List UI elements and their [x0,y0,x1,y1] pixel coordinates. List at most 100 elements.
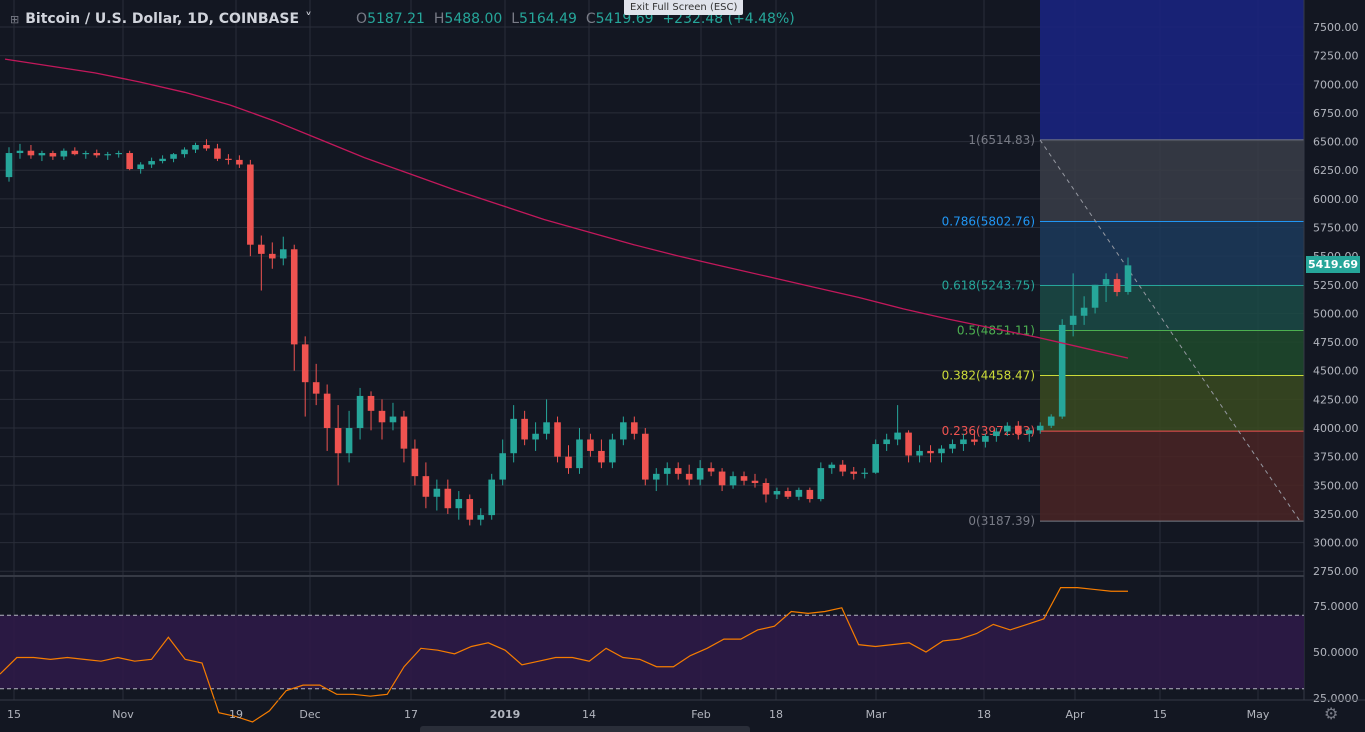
gear-icon[interactable]: ⚙ [1324,704,1339,723]
price-tick-label: 6500.00 [1313,136,1359,149]
candle-body [806,489,814,500]
candle-body [148,161,155,165]
candle-body [323,393,331,429]
candle-body [521,418,528,440]
candle-body [828,464,836,469]
close-value: 5419.69 [595,11,654,27]
candle-body [334,428,342,454]
price-tick-label: 4500.00 [1313,365,1359,378]
candle-body [872,444,879,473]
candle-body [795,489,803,497]
candle-body [126,153,133,170]
candle-body [82,153,90,155]
rsi-band [0,615,1304,689]
price-tick-label: 5750.00 [1313,222,1359,235]
time-tick-label: 15 [1153,708,1167,721]
fib-zone [1040,431,1304,522]
candle-body [5,153,13,178]
fib-level-label: 0.786(5802.76) [942,214,1035,228]
candle-body [258,244,265,254]
candle-body [477,515,485,520]
price-tick-label: 4000.00 [1313,422,1359,435]
candle-body [356,395,364,429]
candle-body [916,450,923,456]
candle-body [345,428,353,454]
candle-body [400,416,408,449]
candle-body [1036,425,1044,431]
candle-body [378,410,386,423]
candle-body [38,153,46,156]
price-tick-label: 5000.00 [1313,307,1359,320]
candle-body [894,432,901,440]
candle-body [290,249,298,345]
candle-body [1025,430,1033,434]
fib-zone [1040,330,1304,376]
fib-level-label: 1(6514.83) [968,133,1035,147]
candle-body [718,471,726,486]
time-tick-label: Dec [299,708,320,721]
ohlc-readout: O5187.21 H5488.00 L5164.49 C5419.69 +232… [356,11,795,27]
chevron-down-icon[interactable]: ˅ [305,11,313,27]
candle-body [27,150,35,156]
candle-body [181,149,188,155]
moving-average-line [4,58,1129,359]
time-tick-label: Feb [691,708,710,721]
rsi-tick-label: 25.0000 [1313,692,1359,705]
candle-body [1047,416,1055,426]
candle-body [1102,279,1110,285]
candle-body [203,145,210,149]
candle-body [971,439,978,442]
time-tick-label: 18 [977,708,991,721]
candle-body [751,480,759,484]
candle-body [269,253,276,259]
candle-body [247,164,254,245]
candle-body [455,499,463,509]
candle-body [674,468,682,474]
candle-body [433,488,441,497]
candle-body [1091,284,1099,308]
fib-level-label: 0.5(4851.11) [957,324,1035,338]
candle-body [1080,307,1088,316]
candle-body [642,433,649,480]
time-tick-label: May [1247,708,1270,721]
fib-zone [1040,139,1304,222]
candle-body [488,479,495,516]
scrollbar[interactable] [420,726,750,732]
candle-body [1058,324,1066,417]
candle-body [170,154,177,159]
price-tick-label: 7000.00 [1313,78,1359,91]
candle-body [389,416,397,423]
candle-body [850,471,858,474]
symbol-title[interactable]: Bitcoin / U.S. Dollar, 1D, COINBASE [25,11,300,27]
time-tick-label: Apr [1065,708,1085,721]
candle-body [1124,265,1132,292]
fib-level-label: 0.618(5243.75) [942,279,1035,293]
candle-body [598,450,605,463]
candle-body [949,444,956,449]
candle-body [784,491,792,497]
high-value: 5488.00 [444,11,503,27]
low-value: 5164.49 [519,11,577,27]
candle-body [1113,279,1121,293]
time-tick-label: 19 [229,708,243,721]
fib-trend-line [1039,139,1301,522]
candle-body [543,422,550,434]
candle-body [532,433,539,440]
price-tick-label: 4250.00 [1313,393,1359,406]
price-tick-label: 2750.00 [1313,565,1359,578]
price-tick-label: 3250.00 [1313,508,1359,521]
exit-fullscreen-button[interactable]: Exit Full Screen (ESC) [624,0,744,15]
candle-body [214,148,221,159]
candle-body [839,464,847,472]
candle-body [927,450,934,454]
time-tick-label: Nov [112,708,134,721]
collapse-icon[interactable]: ⊞ [10,12,20,26]
fib-level-label: 0.382(4458.47) [942,368,1035,382]
candle-body [1069,315,1077,325]
candle-body [707,468,715,472]
price-tick-label: 7500.00 [1313,21,1359,34]
time-tick-label: 15 [7,708,21,721]
candle-body [1015,425,1022,434]
candle-body [883,439,890,445]
price-tick-label: 6000.00 [1313,193,1359,206]
